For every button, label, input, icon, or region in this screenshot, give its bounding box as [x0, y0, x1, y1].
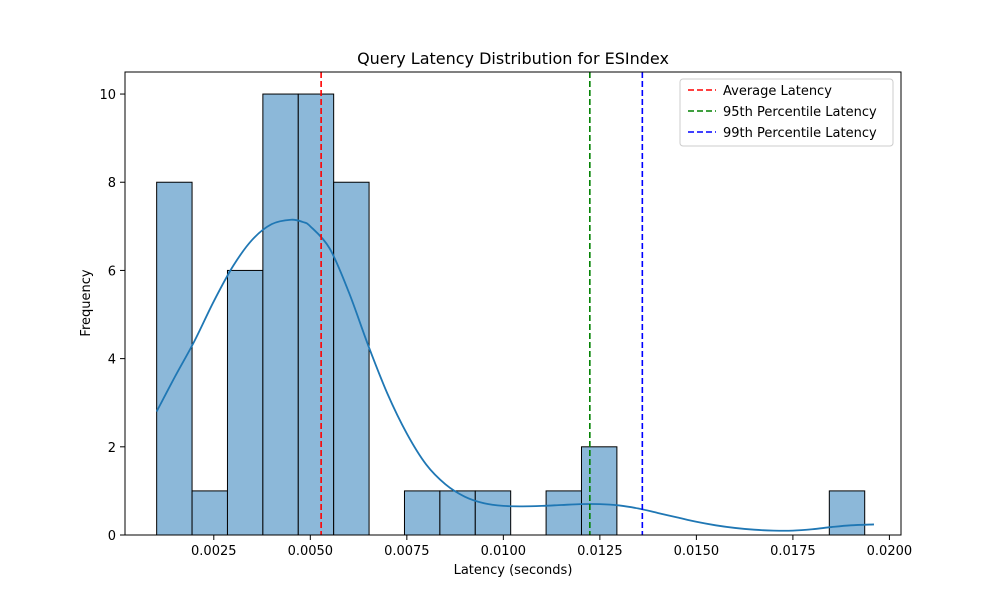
histogram-bar: [439, 490, 476, 536]
x-tick-label: 0.0025: [191, 544, 237, 559]
histogram-bars: [156, 93, 866, 536]
y-tick-label: 6: [108, 264, 116, 279]
histogram-bar: [580, 446, 618, 536]
kde-curve: [155, 218, 875, 532]
x-axis-label: Latency (seconds): [454, 563, 573, 578]
y-tick-label: 10: [99, 88, 116, 103]
chart-title: Query Latency Distribution for ESIndex: [357, 49, 669, 68]
legend-entry-label: Average Latency: [723, 84, 832, 99]
histogram-bar: [828, 490, 866, 536]
legend-entry-label: 99th Percentile Latency: [723, 126, 877, 141]
kde-curve-group: [155, 218, 875, 532]
legend: Average Latency 95th Percentile Latency 99…: [679, 78, 894, 147]
x-tick-label: 0.0075: [384, 544, 430, 559]
x-axis-ticks: 0.0025 0.0050 0.0075 0.0100 0.0125 0.0150 0.01…: [191, 535, 912, 559]
x-tick-label: 0.0175: [770, 544, 816, 559]
x-tick-label: 0.0100: [481, 544, 527, 559]
histogram-bar: [262, 93, 299, 536]
histogram-bar: [545, 490, 582, 536]
plot-frame: [124, 71, 902, 536]
histogram-bar: [333, 181, 370, 536]
histogram-bar: [474, 490, 512, 536]
histogram-bar: [226, 269, 264, 536]
y-tick-label: 2: [108, 441, 116, 456]
x-tick-label: 0.0150: [674, 544, 720, 559]
reference-lines: [320, 72, 644, 535]
x-tick-label: 0.0125: [577, 544, 623, 559]
histogram-bar: [297, 93, 335, 536]
y-axis-label: Frequency: [79, 269, 94, 336]
x-tick-label: 0.0200: [867, 544, 913, 559]
y-tick-label: 0: [108, 529, 116, 544]
y-tick-label: 8: [108, 176, 116, 191]
y-axis-ticks: 0 2 4 6 8 10: [99, 88, 125, 544]
histogram-bar: [403, 490, 441, 536]
y-tick-label: 4: [108, 353, 116, 368]
histogram-bar: [191, 490, 228, 536]
histogram-bar: [156, 181, 193, 536]
legend-entry-label: 95th Percentile Latency: [723, 105, 877, 120]
legend-box: [679, 78, 894, 147]
x-tick-label: 0.0050: [288, 544, 334, 559]
